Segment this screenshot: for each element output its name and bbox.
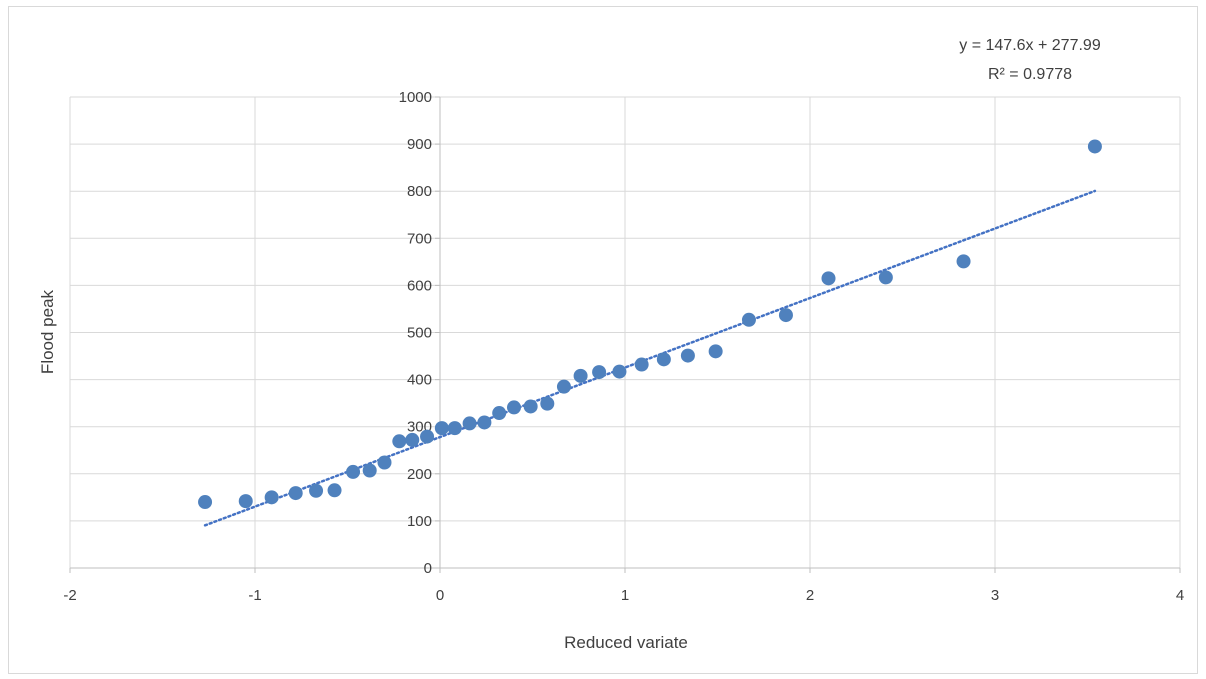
data-point xyxy=(327,483,342,498)
data-point xyxy=(878,270,893,285)
data-point xyxy=(405,432,420,447)
data-point xyxy=(238,494,253,509)
trendline-equation: y = 147.6x + 277.99 xyxy=(959,37,1101,54)
y-tick-label: 200 xyxy=(407,466,432,483)
data-point xyxy=(362,463,377,478)
data-point xyxy=(741,312,756,327)
data-point xyxy=(708,344,723,359)
data-point xyxy=(612,364,627,379)
x-tick-label: 3 xyxy=(991,587,999,604)
data-point xyxy=(956,254,971,269)
data-point xyxy=(821,271,836,286)
chart-frame xyxy=(8,6,1198,674)
data-point xyxy=(507,400,521,415)
data-point xyxy=(264,490,279,505)
data-point xyxy=(420,429,435,444)
data-point xyxy=(680,348,695,363)
data-point xyxy=(492,406,507,421)
trendline xyxy=(203,189,1097,527)
x-tick-labels: -2 -1 0 1 2 3 4 xyxy=(63,587,1184,604)
data-points xyxy=(198,139,1102,510)
data-point xyxy=(198,495,213,510)
data-point xyxy=(309,483,324,498)
y-tick-label: 100 xyxy=(407,513,432,530)
axes xyxy=(69,96,1181,573)
trendline-line xyxy=(203,189,1097,527)
y-tick-label: 500 xyxy=(407,325,432,342)
y-tick-label: 600 xyxy=(407,277,432,294)
data-point xyxy=(462,416,477,431)
data-point xyxy=(656,352,671,367)
y-tick-label: 400 xyxy=(407,372,432,389)
data-point xyxy=(392,434,407,449)
data-point xyxy=(540,396,555,411)
x-tick-label: 1 xyxy=(621,587,629,604)
x-tick-label: -1 xyxy=(248,587,261,604)
data-point xyxy=(573,368,588,383)
x-axis-title: Reduced variate xyxy=(564,633,688,652)
data-point xyxy=(1087,139,1102,154)
y-tick-label: 700 xyxy=(407,230,432,247)
data-point xyxy=(434,421,449,436)
x-tick-label: 4 xyxy=(1176,587,1184,604)
data-point xyxy=(377,455,392,470)
data-point xyxy=(288,486,303,501)
data-point xyxy=(634,357,649,372)
x-tick-label: 2 xyxy=(806,587,814,604)
trendline-r2: R² = 0.9778 xyxy=(988,66,1072,83)
y-axis-title: Flood peak xyxy=(38,289,57,374)
data-point xyxy=(592,365,607,380)
data-point xyxy=(346,464,361,479)
y-tick-label: 900 xyxy=(407,136,432,153)
y-tick-label: 0 xyxy=(424,560,432,577)
data-point xyxy=(778,308,793,323)
y-tick-label: 800 xyxy=(407,183,432,200)
x-tick-label: 0 xyxy=(436,587,444,604)
y-tick-label: 1000 xyxy=(399,89,432,106)
x-tick-label: -2 xyxy=(63,587,76,604)
data-point xyxy=(556,379,571,394)
gridlines xyxy=(69,96,1181,569)
data-point xyxy=(477,415,492,430)
data-point xyxy=(523,399,538,414)
data-point xyxy=(447,421,462,436)
